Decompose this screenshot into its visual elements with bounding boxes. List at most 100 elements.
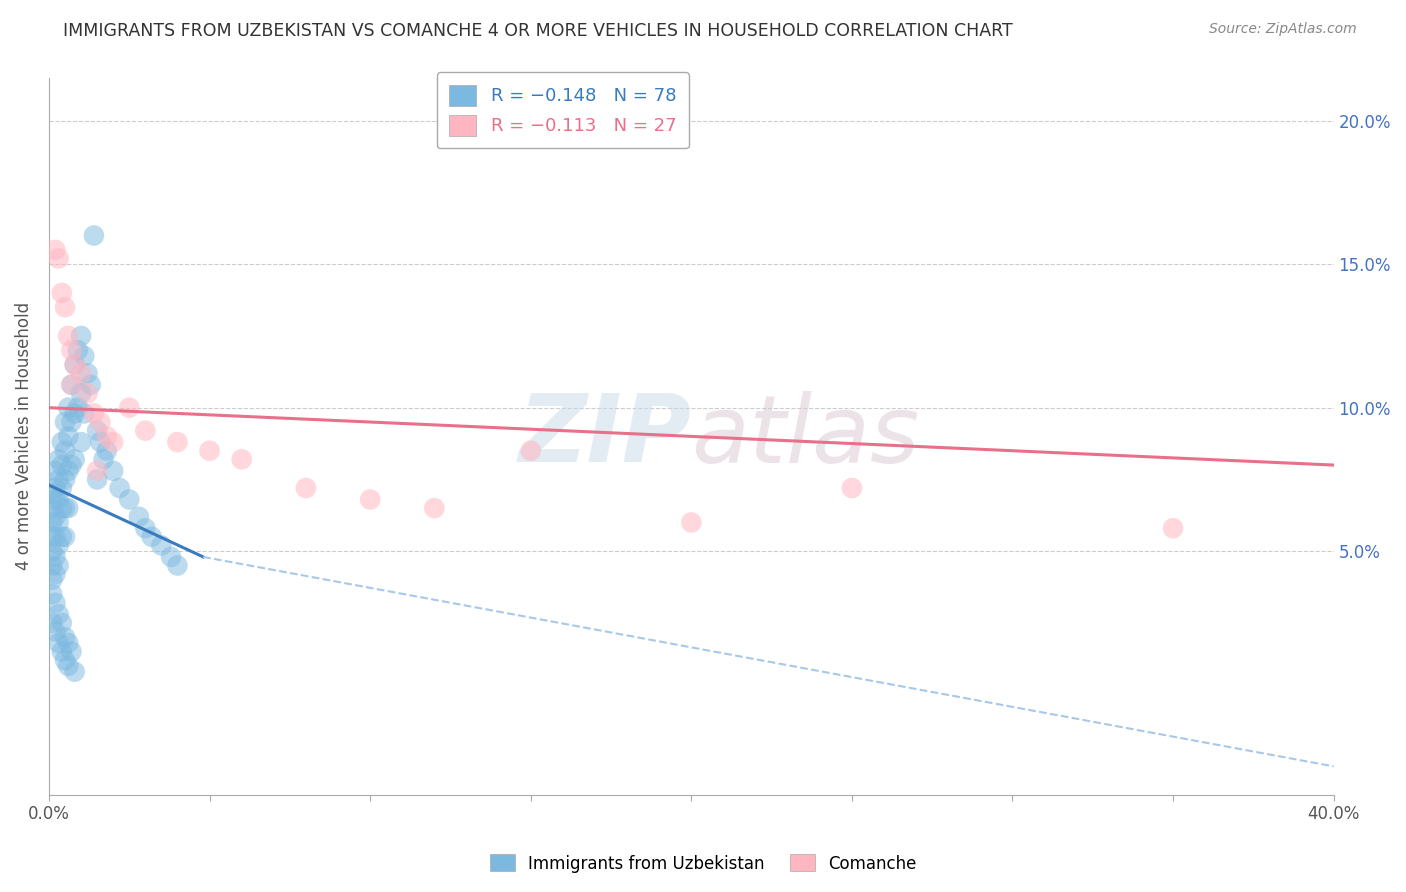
Point (41, 516, 63, 530)
Point (295, 481, 318, 495)
Point (83, 228, 105, 243)
Point (51, 458, 73, 472)
Text: atlas: atlas (692, 391, 920, 482)
Point (63, 665, 86, 679)
Point (359, 492, 381, 507)
Point (73, 349, 96, 363)
Point (51, 530, 73, 544)
Point (1161, 521, 1184, 535)
Point (134, 424, 156, 438)
Point (53, 501, 76, 516)
Point (60, 377, 83, 392)
Point (63, 452, 86, 467)
Point (80, 377, 103, 392)
Legend: R = −0.148   N = 78, R = −0.113   N = 27: R = −0.148 N = 78, R = −0.113 N = 27 (437, 72, 689, 148)
Point (51, 285, 73, 300)
Point (66, 401, 89, 415)
Point (118, 492, 141, 507)
Point (41, 587, 63, 601)
Point (48, 252, 70, 266)
Point (118, 401, 141, 415)
Point (51, 615, 73, 630)
Point (83, 406, 105, 420)
Point (134, 521, 156, 535)
Point (60, 458, 83, 472)
Point (76, 366, 98, 380)
Point (48, 636, 70, 650)
Point (70, 386, 93, 401)
Point (53, 472, 76, 486)
Point (44, 464, 66, 478)
Point (58, 636, 80, 650)
Point (44, 481, 66, 495)
Point (41, 544, 63, 558)
Point (60, 343, 83, 358)
Point (44, 596, 66, 610)
Point (53, 415, 76, 429)
Y-axis label: 4 or more Vehicles in Household: 4 or more Vehicles in Household (15, 302, 32, 571)
Point (89, 415, 111, 429)
Point (160, 549, 183, 564)
Point (103, 435, 125, 450)
Point (86, 464, 108, 478)
Point (41, 530, 63, 544)
Point (53, 630, 76, 644)
Point (231, 452, 253, 467)
Text: Source: ZipAtlas.com: Source: ZipAtlas.com (1209, 22, 1357, 37)
Point (60, 415, 83, 429)
Point (48, 492, 70, 507)
Point (41, 558, 63, 573)
Point (150, 538, 173, 552)
Point (51, 481, 73, 495)
Point (63, 358, 86, 372)
Point (48, 472, 70, 486)
Point (58, 501, 80, 516)
Point (128, 509, 150, 524)
Point (51, 644, 73, 658)
Point (44, 549, 66, 564)
Point (63, 358, 86, 372)
Point (198, 443, 221, 458)
Point (166, 558, 188, 573)
Point (53, 653, 76, 667)
Point (841, 481, 863, 495)
Legend: Immigrants from Uzbekistan, Comanche: Immigrants from Uzbekistan, Comanche (484, 847, 922, 880)
Point (66, 343, 89, 358)
Point (93, 452, 115, 467)
Point (53, 443, 76, 458)
Point (41, 487, 63, 501)
Point (48, 516, 70, 530)
Point (41, 615, 63, 630)
Text: ZIP: ZIP (519, 391, 692, 483)
Point (108, 481, 131, 495)
Point (70, 366, 93, 380)
Point (41, 501, 63, 516)
Point (519, 443, 541, 458)
Point (73, 406, 96, 420)
Point (58, 329, 80, 343)
Point (70, 329, 93, 343)
Point (141, 530, 163, 544)
Point (166, 435, 188, 450)
Point (63, 406, 86, 420)
Point (96, 429, 118, 443)
Point (86, 424, 108, 438)
Point (60, 377, 83, 392)
Point (44, 243, 66, 257)
Point (48, 607, 70, 622)
Point (60, 644, 83, 658)
Point (681, 516, 703, 530)
Point (53, 530, 76, 544)
Text: IMMIGRANTS FROM UZBEKISTAN VS COMANCHE 4 OR MORE VEHICLES IN HOUSEHOLD CORRELATI: IMMIGRANTS FROM UZBEKISTAN VS COMANCHE 4… (63, 22, 1012, 40)
Point (89, 435, 111, 450)
Point (58, 401, 80, 415)
Point (44, 509, 66, 524)
Point (76, 386, 98, 401)
Point (423, 501, 446, 516)
Point (58, 464, 80, 478)
Point (48, 452, 70, 467)
Point (51, 435, 73, 450)
Point (44, 567, 66, 582)
Point (58, 659, 80, 673)
Point (70, 435, 93, 450)
